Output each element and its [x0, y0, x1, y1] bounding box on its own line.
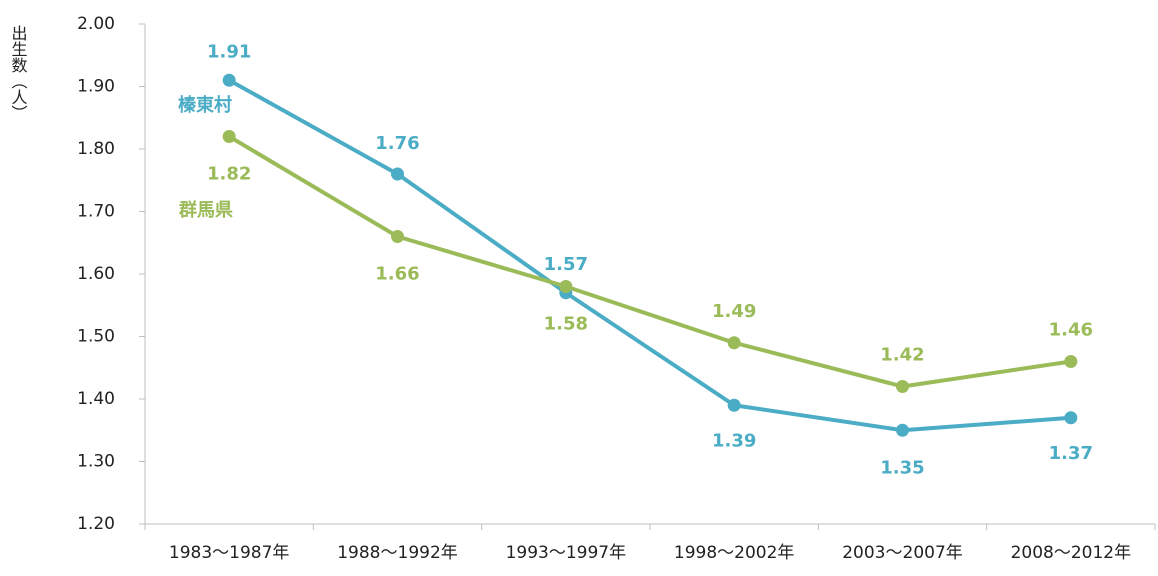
data-point [896, 423, 909, 437]
x-tick-label: 1988～1992年 [337, 543, 458, 563]
data-label: 1.37 [1049, 443, 1093, 464]
x-tick-label: 1998～2002年 [674, 543, 795, 563]
data-label: 1.35 [880, 457, 924, 478]
x-tick-label: 2003～2007年 [842, 543, 963, 563]
y-tick-label: 2.00 [77, 14, 115, 34]
data-label: 1.42 [880, 345, 924, 366]
data-label: 1.76 [375, 133, 419, 154]
line-series [228, 134, 1072, 389]
data-point [391, 230, 404, 243]
y-axis-label: 出生数（人） [9, 25, 28, 121]
data-point [391, 167, 404, 181]
data-point [727, 336, 741, 350]
data-label: 1.82 [207, 164, 251, 185]
data-point [1064, 411, 1078, 425]
y-tick-label: 1.20 [77, 514, 115, 534]
y-tick-label: 1.70 [77, 202, 115, 222]
x-tick-label: 1983～1987年 [169, 543, 290, 563]
data-point [896, 380, 909, 393]
data-label: 1.49 [712, 301, 756, 322]
y-tick-label: 1.30 [77, 452, 115, 472]
data-point [727, 398, 741, 412]
data-point [222, 130, 236, 143]
data-point [222, 73, 236, 87]
data-label: 1.57 [544, 254, 588, 275]
y-tick-label: 1.50 [77, 327, 115, 347]
line-series [228, 78, 1071, 433]
y-tick-label: 1.90 [77, 77, 115, 97]
legend-label: 榛東村 [178, 94, 232, 116]
data-point [559, 280, 573, 293]
x-tick-label: 1993～1997年 [506, 543, 627, 563]
y-tick-label: 1.40 [77, 389, 115, 409]
data-label: 1.91 [207, 41, 251, 62]
data-label: 1.39 [712, 430, 756, 451]
data-point [1064, 355, 1078, 368]
y-tick-label: 1.80 [77, 139, 115, 159]
data-label: 1.46 [1049, 320, 1093, 341]
data-label: 1.58 [544, 314, 588, 335]
y-tick-label: 1.60 [77, 264, 115, 284]
legend-label: 群馬県 [179, 199, 233, 221]
x-tick-label: 2008～2012年 [1011, 543, 1132, 563]
data-label: 1.66 [375, 264, 419, 285]
